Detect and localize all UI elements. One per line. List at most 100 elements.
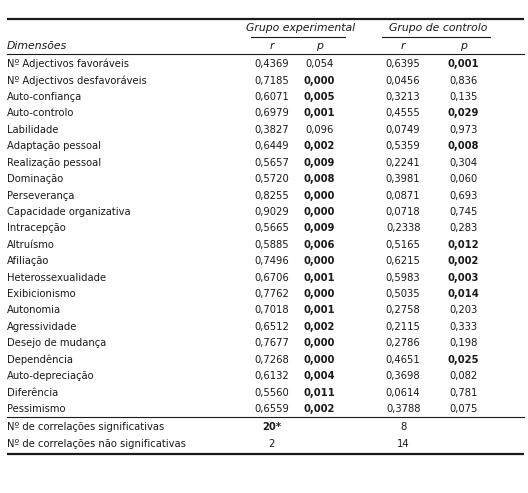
Text: 0,029: 0,029 (448, 108, 479, 118)
Text: 0,5720: 0,5720 (254, 174, 289, 184)
Text: Dependência: Dependência (7, 354, 73, 365)
Text: 0,000: 0,000 (304, 75, 335, 86)
Text: Grupo de controlo: Grupo de controlo (390, 23, 488, 34)
Text: 0,836: 0,836 (449, 75, 478, 86)
Text: 0,009: 0,009 (304, 223, 335, 233)
Text: Nº de correlações significativas: Nº de correlações significativas (7, 422, 164, 432)
Text: Desejo de mudança: Desejo de mudança (7, 338, 106, 349)
Text: 0,6706: 0,6706 (254, 273, 289, 282)
Text: 0,5165: 0,5165 (386, 240, 421, 250)
Text: 0,0614: 0,0614 (386, 387, 420, 397)
Text: 0,4369: 0,4369 (254, 59, 289, 69)
Text: 0,060: 0,060 (449, 174, 478, 184)
Text: 0,096: 0,096 (305, 125, 333, 135)
Text: 0,7762: 0,7762 (254, 289, 289, 299)
Text: Diferência: Diferência (7, 387, 58, 397)
Text: 0,001: 0,001 (448, 59, 479, 69)
Text: 0,008: 0,008 (304, 174, 335, 184)
Text: Capacidade organizativa: Capacidade organizativa (7, 207, 130, 217)
Text: 0,006: 0,006 (304, 240, 335, 250)
Text: 0,5983: 0,5983 (386, 273, 420, 282)
Text: 2: 2 (269, 439, 275, 449)
Text: 0,000: 0,000 (304, 190, 335, 201)
Text: 0,000: 0,000 (304, 256, 335, 266)
Text: 0,4651: 0,4651 (386, 355, 421, 365)
Text: 0,6979: 0,6979 (254, 108, 289, 118)
Text: 0,6395: 0,6395 (386, 59, 421, 69)
Text: Altruísmo: Altruísmo (7, 240, 54, 250)
Text: p: p (316, 41, 323, 51)
Text: 0,0718: 0,0718 (386, 207, 420, 217)
Text: 0,002: 0,002 (448, 256, 479, 266)
Text: 0,004: 0,004 (303, 371, 335, 381)
Text: 0,001: 0,001 (303, 306, 335, 316)
Text: 0,5359: 0,5359 (386, 141, 421, 151)
Text: 0,6512: 0,6512 (254, 322, 289, 332)
Text: Heterossexualidade: Heterossexualidade (7, 273, 106, 282)
Text: 0,2241: 0,2241 (386, 158, 421, 168)
Text: 0,0456: 0,0456 (386, 75, 420, 86)
Text: 0,304: 0,304 (449, 158, 478, 168)
Text: 0,054: 0,054 (305, 59, 333, 69)
Text: 0,5657: 0,5657 (254, 158, 289, 168)
Text: 0,6559: 0,6559 (254, 404, 289, 414)
Text: 0,014: 0,014 (448, 289, 479, 299)
Text: 0,5665: 0,5665 (254, 223, 289, 233)
Text: Dominação: Dominação (7, 174, 63, 184)
Text: 0,9029: 0,9029 (254, 207, 289, 217)
Text: 0,198: 0,198 (449, 338, 478, 349)
Text: Auto-depreciação: Auto-depreciação (7, 371, 95, 381)
Text: Grupo experimental: Grupo experimental (246, 23, 355, 34)
Text: 0,008: 0,008 (448, 141, 479, 151)
Text: 0,6215: 0,6215 (386, 256, 421, 266)
Text: 0,2338: 0,2338 (386, 223, 420, 233)
Text: 0,7268: 0,7268 (254, 355, 289, 365)
Text: 0,0871: 0,0871 (386, 190, 420, 201)
Text: 0,333: 0,333 (449, 322, 478, 332)
Text: Nº Adjectivos favoráveis: Nº Adjectivos favoráveis (7, 59, 129, 70)
Text: Auto-controlo: Auto-controlo (7, 108, 74, 118)
Text: 0,005: 0,005 (304, 92, 335, 102)
Text: Afiliação: Afiliação (7, 256, 49, 266)
Text: 0,002: 0,002 (304, 141, 335, 151)
Text: 20*: 20* (262, 422, 281, 432)
Text: 0,745: 0,745 (449, 207, 478, 217)
Text: 0,002: 0,002 (304, 322, 335, 332)
Text: 0,7018: 0,7018 (254, 306, 289, 316)
Text: 0,0749: 0,0749 (386, 125, 420, 135)
Text: Agressividade: Agressividade (7, 322, 77, 332)
Text: 0,135: 0,135 (449, 92, 478, 102)
Text: 0,2758: 0,2758 (386, 306, 421, 316)
Text: Nº Adjectivos desfavoráveis: Nº Adjectivos desfavoráveis (7, 75, 146, 86)
Text: 0,000: 0,000 (304, 207, 335, 217)
Text: Intracepção: Intracepção (7, 223, 65, 233)
Text: 0,5885: 0,5885 (254, 240, 289, 250)
Text: 0,3981: 0,3981 (386, 174, 420, 184)
Text: 0,973: 0,973 (449, 125, 478, 135)
Text: p: p (460, 41, 467, 51)
Text: Realização pessoal: Realização pessoal (7, 158, 101, 168)
Text: 0,002: 0,002 (304, 404, 335, 414)
Text: Pessimismo: Pessimismo (7, 404, 65, 414)
Text: Nº de correlações não significativas: Nº de correlações não significativas (7, 439, 185, 449)
Text: Auto-confiança: Auto-confiança (7, 92, 82, 102)
Text: 8: 8 (400, 422, 407, 432)
Text: 0,003: 0,003 (448, 273, 479, 282)
Text: 0,781: 0,781 (449, 387, 478, 397)
Text: r: r (401, 41, 406, 51)
Text: 0,5560: 0,5560 (254, 387, 289, 397)
Text: 14: 14 (397, 439, 410, 449)
Text: 0,000: 0,000 (304, 355, 335, 365)
Text: 0,6132: 0,6132 (254, 371, 289, 381)
Text: 0,075: 0,075 (449, 404, 478, 414)
Text: 0,6449: 0,6449 (254, 141, 289, 151)
Text: 0,203: 0,203 (449, 306, 478, 316)
Text: 0,3698: 0,3698 (386, 371, 420, 381)
Text: 0,3213: 0,3213 (386, 92, 420, 102)
Text: 0,009: 0,009 (304, 158, 335, 168)
Text: 0,7185: 0,7185 (254, 75, 289, 86)
Text: 0,7677: 0,7677 (254, 338, 289, 349)
Text: 0,4555: 0,4555 (386, 108, 421, 118)
Text: Adaptação pessoal: Adaptação pessoal (7, 141, 101, 151)
Text: 0,3788: 0,3788 (386, 404, 420, 414)
